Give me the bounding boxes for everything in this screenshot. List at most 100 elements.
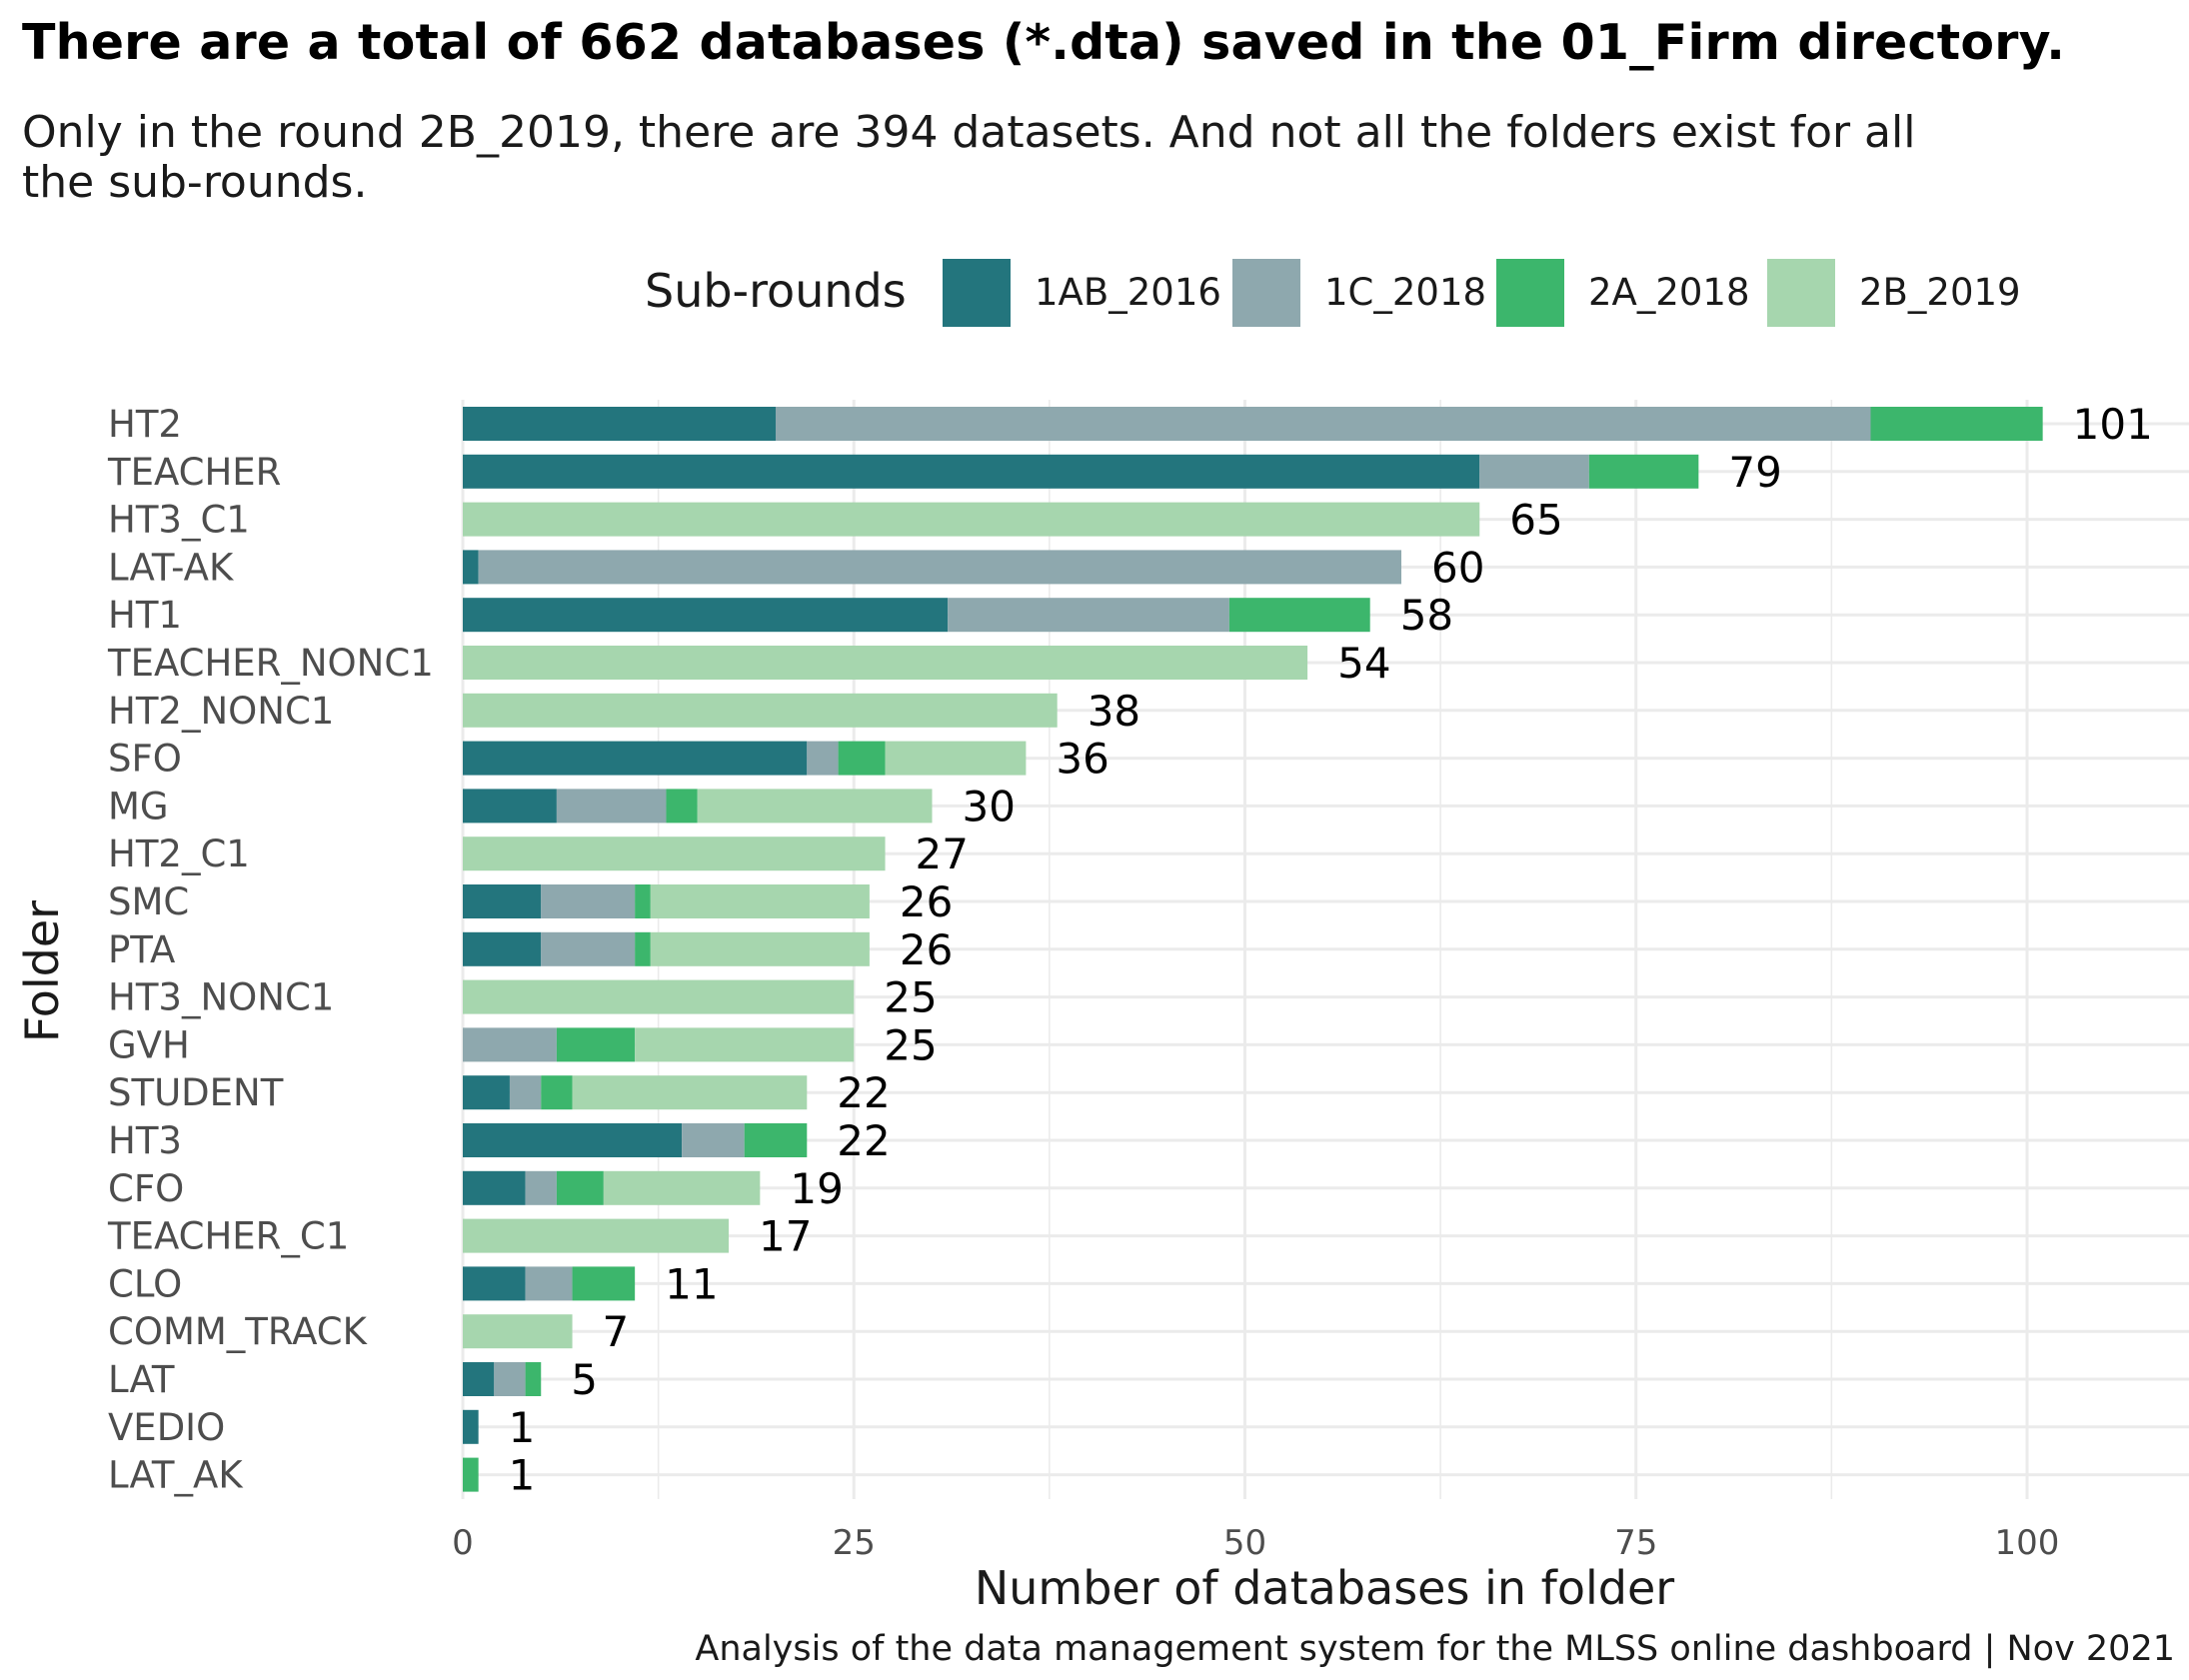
y-tick-label: HT3_C1 xyxy=(108,499,250,542)
bars xyxy=(463,407,2043,1492)
bar-segment xyxy=(463,979,855,1014)
bar-segment xyxy=(525,1170,557,1205)
total-label: 26 xyxy=(900,925,953,974)
bar-segment xyxy=(697,789,933,824)
y-tick-label: TEACHER_NONC1 xyxy=(107,642,434,685)
y-tick-label: SFO xyxy=(108,738,182,781)
bar-segment xyxy=(541,884,636,918)
y-tick-label: MG xyxy=(108,785,169,828)
bar-segment xyxy=(744,1123,808,1157)
y-tick-label: PTA xyxy=(108,928,175,971)
bar-segment xyxy=(463,693,1058,728)
bar-segment xyxy=(1479,454,1589,489)
bar-segment xyxy=(463,884,542,918)
bar-segment xyxy=(635,884,651,918)
total-label: 65 xyxy=(1509,496,1562,545)
bar-segment xyxy=(572,1266,636,1301)
bar-segment xyxy=(556,1027,636,1062)
legend-key xyxy=(943,259,1011,327)
legend-label: 2A_2018 xyxy=(1588,271,1750,314)
y-tick-label: HT2 xyxy=(108,403,182,446)
bar-segment xyxy=(650,884,870,918)
y-tick-label: STUDENT xyxy=(108,1071,284,1114)
total-label: 26 xyxy=(900,877,953,926)
bar-segment xyxy=(885,741,1027,776)
total-label: 17 xyxy=(759,1212,812,1261)
bar-segment xyxy=(525,1266,573,1301)
bar-segment xyxy=(556,789,667,824)
total-label: 27 xyxy=(916,830,969,878)
bar-segment xyxy=(463,1027,557,1062)
y-tick-label: LAT_AK xyxy=(108,1454,244,1497)
bar-segment xyxy=(463,1362,495,1396)
total-label: 7 xyxy=(603,1307,630,1356)
bar-segment xyxy=(463,1123,683,1157)
bar-segment xyxy=(635,931,651,966)
total-labels: 1017965605854383630272626252522221917117… xyxy=(509,400,2153,1500)
y-tick-label: HT3 xyxy=(108,1119,182,1162)
bar-segment xyxy=(463,646,1308,680)
bar-segment xyxy=(463,837,886,871)
x-tick-label: 100 xyxy=(1995,1523,2060,1563)
bar-segment xyxy=(463,789,557,824)
bar-segment xyxy=(541,931,636,966)
y-tick-label: HT1 xyxy=(108,594,182,637)
bar-segment xyxy=(603,1170,761,1205)
legend-title: Sub-rounds xyxy=(645,264,907,318)
bar-segment xyxy=(463,407,776,441)
bar-segment xyxy=(463,741,808,776)
bar-segment xyxy=(807,741,839,776)
caption: Analysis of the data management system f… xyxy=(695,1629,2175,1669)
y-tick-label: HT2_C1 xyxy=(108,833,250,875)
y-tick-label: TEACHER xyxy=(107,451,281,494)
legend-label: 1C_2018 xyxy=(1324,271,1486,314)
bar-segment xyxy=(463,1170,526,1205)
bar-segment xyxy=(776,407,1871,441)
total-label: 5 xyxy=(571,1355,598,1404)
x-axis-title: Number of databases in folder xyxy=(975,1561,1674,1615)
bar-segment xyxy=(463,550,479,585)
legend-key xyxy=(1767,259,1835,327)
total-label: 1 xyxy=(509,1403,536,1452)
y-axis-title: Folder xyxy=(15,900,69,1042)
bar-segment xyxy=(1588,454,1699,489)
y-tick-label: HT3_NONC1 xyxy=(108,976,334,1019)
bar-segment xyxy=(463,502,1480,537)
total-label: 79 xyxy=(1728,448,1781,497)
bar-segment xyxy=(525,1362,542,1396)
total-label: 101 xyxy=(2073,400,2153,449)
bar-segment xyxy=(541,1075,573,1110)
legend-key xyxy=(1232,259,1300,327)
bar-segment xyxy=(463,1457,479,1492)
y-tick-label: HT2_NONC1 xyxy=(108,690,334,733)
total-label: 25 xyxy=(884,1020,937,1069)
bar-segment xyxy=(1228,598,1370,633)
x-tick-label: 0 xyxy=(452,1523,474,1563)
bar-segment xyxy=(1870,407,2043,441)
total-label: 11 xyxy=(665,1259,718,1308)
x-tick-label: 25 xyxy=(833,1523,876,1563)
bar-segment xyxy=(463,931,542,966)
total-label: 19 xyxy=(790,1164,843,1213)
x-tick-labels: 0 25 50 75 100 xyxy=(452,1523,2059,1563)
legend-label: 2B_2019 xyxy=(1859,271,2021,314)
bar-segment xyxy=(478,550,1401,585)
bar-segment xyxy=(650,931,870,966)
total-label: 22 xyxy=(837,1068,890,1117)
legend-key xyxy=(1496,259,1564,327)
bar-segment xyxy=(463,1218,730,1253)
y-tick-label: CLO xyxy=(108,1262,182,1305)
total-label: 60 xyxy=(1431,543,1484,592)
total-label: 22 xyxy=(837,1116,890,1165)
bar-segment xyxy=(463,1409,479,1444)
x-tick-label: 50 xyxy=(1223,1523,1266,1563)
total-label: 25 xyxy=(884,973,937,1022)
bar-segment xyxy=(948,598,1229,633)
bar-segment xyxy=(635,1027,855,1062)
bar-segment xyxy=(509,1075,542,1110)
bar-segment xyxy=(463,1314,573,1349)
bar-segment xyxy=(494,1362,526,1396)
bar-segment xyxy=(572,1075,808,1110)
